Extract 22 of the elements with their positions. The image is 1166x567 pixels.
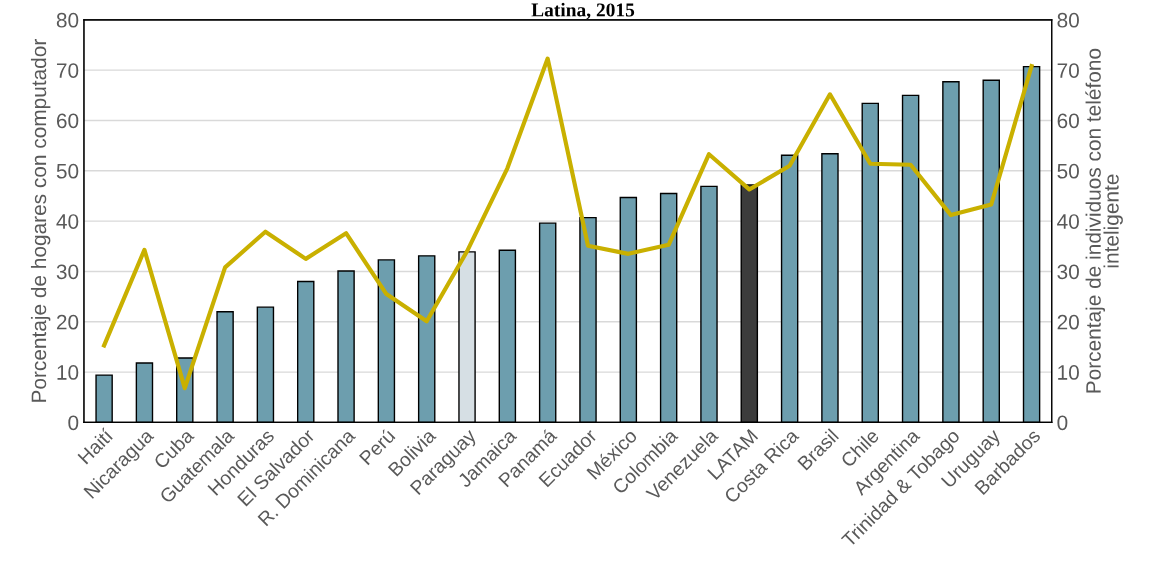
y-tick-label: 30 [56, 264, 79, 280]
y2-tick-label: 70 [1057, 63, 1079, 78]
line-series [102, 56, 1034, 391]
y2-tick-label: 0 [1057, 415, 1068, 431]
y-tick-label: 20 [56, 314, 79, 330]
y-tick-label: 60 [56, 113, 79, 129]
y-axis-title: Porcentaje de hogares con computador [30, 39, 51, 402]
y2-axis-title: Porcentaje de individuos con teléfono inteligente [1085, 48, 1123, 393]
y-tick-label: 80 [56, 12, 79, 28]
y2-tick-label: 50 [1057, 163, 1079, 179]
y2-tick-label: 30 [1057, 264, 1079, 280]
y2-tick-label: 40 [1057, 214, 1079, 229]
y-tick-label: 50 [56, 163, 79, 179]
chart-title: Latina, 2015 [531, 2, 635, 20]
y2-tick-label: 80 [1057, 12, 1079, 28]
y-tick-label: 10 [57, 365, 79, 380]
y2-tick-label: 10 [1058, 365, 1079, 380]
y2-tick-label: 60 [1057, 113, 1079, 129]
y-tick-label: 70 [56, 63, 79, 78]
y2-tick-label: 20 [1057, 314, 1079, 330]
y-tick-label: 0 [68, 415, 79, 431]
y-tick-label: 40 [56, 214, 79, 229]
